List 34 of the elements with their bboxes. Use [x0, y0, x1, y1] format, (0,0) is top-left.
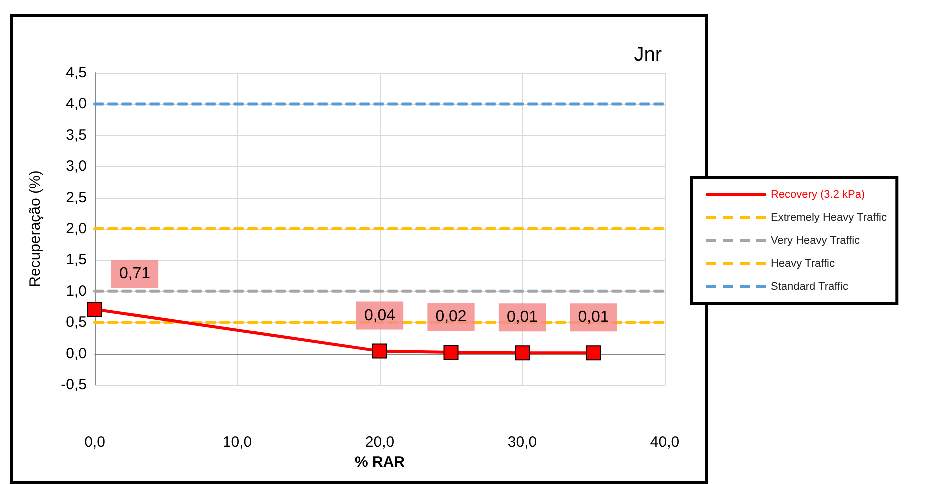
point	[372, 344, 388, 359]
legend-label: Standard Traffic	[771, 281, 849, 293]
x-tick-label: 10,0	[222, 434, 252, 451]
legend-label: Extremely Heavy Traffic	[771, 212, 888, 224]
legend-label: Heavy Traffic	[771, 258, 836, 270]
data-label: 0,04	[364, 307, 396, 324]
data-label: 0,02	[436, 308, 467, 326]
x-tick-label: 30,0	[508, 434, 538, 451]
point	[515, 346, 530, 361]
data-label: 0,01	[506, 309, 538, 326]
data-label: 0,71	[119, 265, 151, 282]
legend-label: Very Heavy Traffic	[771, 235, 861, 247]
y-tick-label: 4,5	[66, 64, 87, 82]
y-axis-title: Recuperação (%)	[27, 170, 44, 288]
x-tick-label: 0,0	[84, 434, 106, 451]
y-tick-label: 2,0	[66, 220, 87, 238]
text: Recovery (3.2 kPa)	[771, 189, 866, 201]
y-tick-label: 0,0	[66, 345, 87, 362]
y-tick-label: -0,5	[61, 376, 87, 394]
data-label: 0,01	[578, 309, 610, 326]
chart-title: Jnr	[634, 44, 662, 66]
point	[586, 346, 602, 361]
x-tick-label: 40,0	[650, 434, 680, 451]
y-tick-label: 2,5	[66, 189, 87, 206]
y-tick-label: 3,0	[66, 158, 87, 176]
point	[444, 345, 459, 360]
y-tick-label: 1,0	[66, 282, 87, 300]
y-tick-label: 3,5	[66, 126, 87, 144]
y-tick-label: 1,5	[66, 252, 87, 269]
point	[88, 302, 102, 317]
x-tick-label: 20,0	[365, 434, 395, 451]
y-tick-label: 4,0	[66, 96, 87, 113]
y-tick-label: 0,5	[66, 314, 87, 332]
x-axis-title: % RAR	[354, 454, 406, 471]
